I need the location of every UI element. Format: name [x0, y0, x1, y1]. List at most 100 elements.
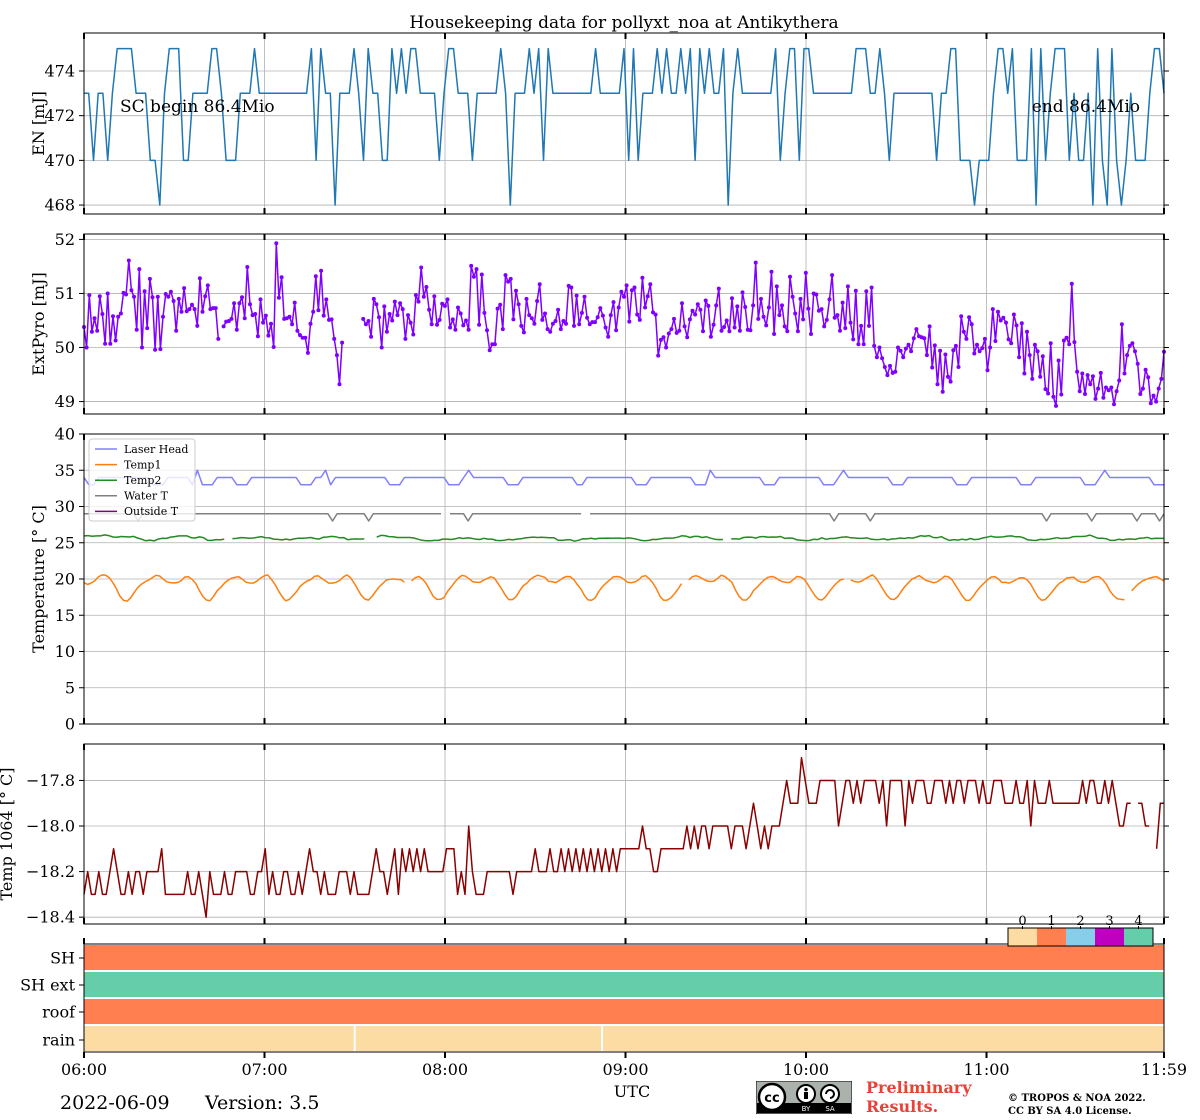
extpyro-point — [982, 336, 987, 341]
extpyro-point — [395, 313, 400, 318]
temp1064-panel: −18.4 −18.2 −18.0 −17.8 Temp 1064 [° C] — [0, 743, 1169, 927]
extpyro-point — [408, 320, 413, 325]
extpyro-point — [161, 314, 165, 319]
extpyro-point — [556, 307, 561, 312]
y-tick-label: 51 — [55, 284, 75, 303]
extpyro-point — [1006, 337, 1011, 342]
extpyro-point — [108, 341, 113, 346]
extpyro-point — [766, 305, 771, 310]
x-tick-label: 09:00 — [602, 1060, 648, 1079]
extpyro-point — [1122, 371, 1127, 376]
legend-label: Water T — [124, 490, 169, 503]
extpyro-point — [677, 328, 682, 333]
extpyro-point — [645, 294, 650, 299]
extpyro-point — [1114, 389, 1119, 394]
extpyro-point — [911, 336, 916, 341]
colorbar-cell — [1124, 928, 1153, 946]
extpyro-point — [89, 329, 94, 334]
extpyro-point — [998, 318, 1003, 323]
extpyro-point — [1135, 361, 1140, 366]
extpyro-point — [553, 319, 558, 323]
extpyro-point — [711, 322, 716, 327]
extpyro-point — [737, 328, 742, 333]
colorbar-cell — [1095, 928, 1124, 946]
extpyro-point — [756, 316, 761, 321]
extpyro-point — [1138, 392, 1143, 396]
extpyro-point — [440, 301, 445, 306]
extpyro-point — [537, 282, 542, 287]
extpyro-point — [150, 295, 155, 300]
extpyro-point — [1075, 369, 1080, 374]
extpyro-point — [305, 350, 310, 355]
footer-date: 2022-06-09 — [60, 1092, 170, 1114]
extpyro-point — [392, 299, 397, 304]
extpyro-point — [730, 296, 734, 301]
extpyro-point — [687, 317, 692, 322]
extpyro-point — [698, 307, 703, 312]
cc-license-logo: cc BY SA — [756, 1081, 852, 1114]
extpyro-point — [424, 285, 429, 289]
laser-head-line — [83, 469, 1164, 486]
colorbar-label: 4 — [1134, 914, 1142, 929]
extpyro-point — [1096, 386, 1101, 391]
extpyro-point — [1125, 353, 1130, 358]
y-tick-label: 35 — [55, 461, 75, 480]
extpyro-point — [664, 345, 669, 350]
extpyro-point — [740, 290, 745, 295]
extpyro-point — [361, 316, 366, 321]
extpyro-point — [1080, 371, 1085, 376]
extpyro-point — [519, 323, 524, 328]
extpyro-point — [759, 296, 763, 301]
y-tick-label: 25 — [55, 533, 75, 552]
extpyro-point — [780, 303, 784, 308]
colorbar-label: 0 — [1018, 914, 1026, 929]
extpyro-point — [614, 328, 619, 333]
extpyro-point — [1156, 386, 1161, 391]
extpyro-point — [521, 330, 526, 335]
extpyro-point — [924, 353, 929, 358]
extpyro-point — [716, 286, 721, 291]
extpyro-point — [619, 289, 624, 294]
extpyro-point — [803, 270, 808, 275]
extpyro-point — [661, 335, 666, 340]
extpyro-point — [448, 325, 453, 330]
extpyro-point — [1017, 355, 1022, 360]
extpyro-point — [535, 299, 540, 303]
extpyro-point — [653, 312, 658, 317]
extpyro-point — [861, 342, 866, 347]
extpyro-point — [751, 303, 756, 308]
extpyro-point — [806, 306, 811, 311]
extpyro-point — [801, 317, 806, 322]
extpyro-point — [458, 311, 463, 316]
extpyro-point — [442, 303, 447, 308]
extpyro-point — [935, 382, 940, 387]
extpyro-point — [972, 351, 977, 356]
extpyro-point — [1011, 312, 1016, 317]
extpyro-point — [387, 312, 392, 316]
extpyro-point — [822, 324, 827, 329]
extpyro-point — [632, 285, 637, 290]
x-tick-label: 11:00 — [963, 1060, 1009, 1079]
extpyro-point — [587, 322, 592, 327]
extpyro-point — [100, 312, 105, 316]
extpyro-point — [187, 307, 192, 312]
x-tick-label: 07:00 — [241, 1060, 287, 1079]
extpyro-point — [914, 327, 919, 332]
x-tick-label: 06:00 — [61, 1060, 107, 1079]
extpyro-point — [569, 285, 574, 290]
extpyro-point — [166, 294, 171, 299]
extpyro-panel: 49 50 51 52 ExtPyro [mJ] — [29, 230, 1169, 415]
extpyro-point — [308, 321, 313, 326]
preliminary-line-1: Preliminary — [866, 1078, 972, 1097]
extpyro-point — [695, 302, 700, 307]
extpyro-point — [1130, 341, 1135, 346]
extpyro-point — [893, 369, 898, 374]
extpyro-point — [946, 374, 950, 379]
extpyro-point — [1093, 396, 1098, 401]
extpyro-point — [477, 322, 482, 327]
preliminary-line-2: Results. — [866, 1097, 939, 1116]
extpyro-point — [1056, 358, 1061, 363]
extpyro-point — [1117, 378, 1122, 383]
extpyro-point — [95, 328, 100, 333]
extpyro-point — [163, 292, 168, 296]
